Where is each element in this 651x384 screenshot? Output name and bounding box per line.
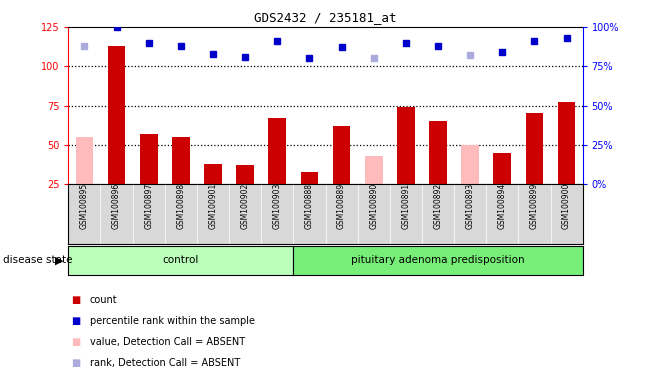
Bar: [493, 153, 511, 184]
Text: ■: ■: [72, 316, 81, 326]
Bar: [365, 156, 383, 184]
Bar: [429, 121, 447, 184]
Bar: [462, 145, 479, 184]
Bar: [204, 164, 222, 184]
Text: count: count: [90, 295, 117, 305]
Bar: [107, 46, 126, 184]
Text: percentile rank within the sample: percentile rank within the sample: [90, 316, 255, 326]
Bar: [76, 137, 93, 184]
Text: disease state: disease state: [3, 255, 73, 265]
Bar: [172, 137, 189, 184]
Bar: [397, 107, 415, 184]
Text: rank, Detection Call = ABSENT: rank, Detection Call = ABSENT: [90, 358, 240, 368]
Text: control: control: [163, 255, 199, 265]
Text: ▶: ▶: [55, 255, 64, 265]
Text: pituitary adenoma predisposition: pituitary adenoma predisposition: [351, 255, 525, 265]
Bar: [268, 118, 286, 184]
Bar: [333, 126, 350, 184]
Text: GDS2432 / 235181_at: GDS2432 / 235181_at: [255, 12, 396, 25]
Bar: [301, 172, 318, 184]
Bar: [236, 166, 254, 184]
Bar: [525, 114, 544, 184]
Bar: [140, 134, 158, 184]
Text: ■: ■: [72, 358, 81, 368]
Text: value, Detection Call = ABSENT: value, Detection Call = ABSENT: [90, 337, 245, 347]
Bar: [558, 103, 575, 184]
Text: ■: ■: [72, 337, 81, 347]
Text: ■: ■: [72, 295, 81, 305]
